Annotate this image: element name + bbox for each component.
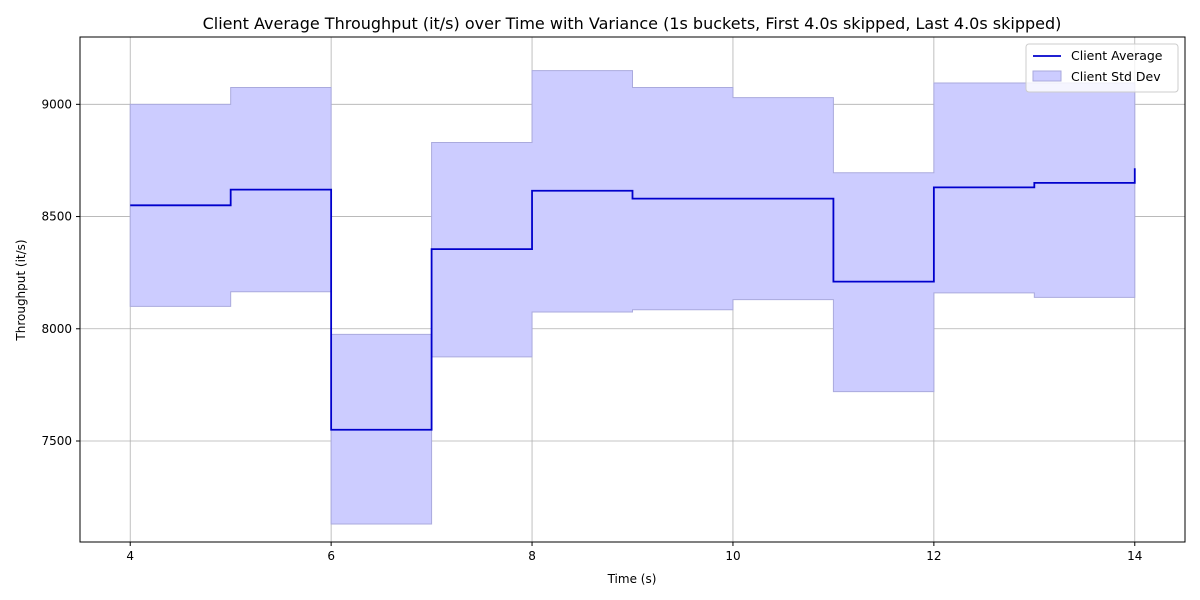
y-axis-label: Throughput (it/s) (14, 239, 28, 341)
x-tick-label: 8 (528, 549, 536, 563)
legend-band-swatch (1032, 70, 1062, 82)
legend: Client Average Client Std Dev (1025, 43, 1179, 93)
average-step-line (130, 168, 1136, 431)
x-axis-label: Time (s) (607, 572, 657, 586)
y-tick-label: 8000 (41, 322, 72, 336)
y-tick-label: 9000 (41, 97, 72, 111)
legend-label-std-dev: Client Std Dev (1071, 69, 1161, 84)
x-axis-ticks: 4 6 8 10 12 14 (126, 542, 1142, 563)
y-axis-ticks: 7500 8000 8500 9000 (41, 97, 80, 448)
std-dev-band (129, 70, 1136, 525)
x-tick-label: 6 (327, 549, 335, 563)
chart-title: Client Average Throughput (it/s) over Ti… (203, 14, 1062, 33)
axes (79, 36, 1186, 543)
legend-box (1025, 43, 1179, 93)
x-tick-label: 12 (926, 549, 941, 563)
y-tick-label: 8500 (41, 210, 72, 224)
plot-frame (79, 36, 1186, 543)
x-tick-label: 4 (126, 549, 134, 563)
y-tick-label: 7500 (41, 434, 72, 448)
x-tick-label: 10 (725, 549, 740, 563)
average-line (130, 168, 1136, 431)
x-tick-label: 14 (1127, 549, 1142, 563)
legend-label-average: Client Average (1071, 48, 1163, 63)
std-dev-area (129, 70, 1136, 525)
